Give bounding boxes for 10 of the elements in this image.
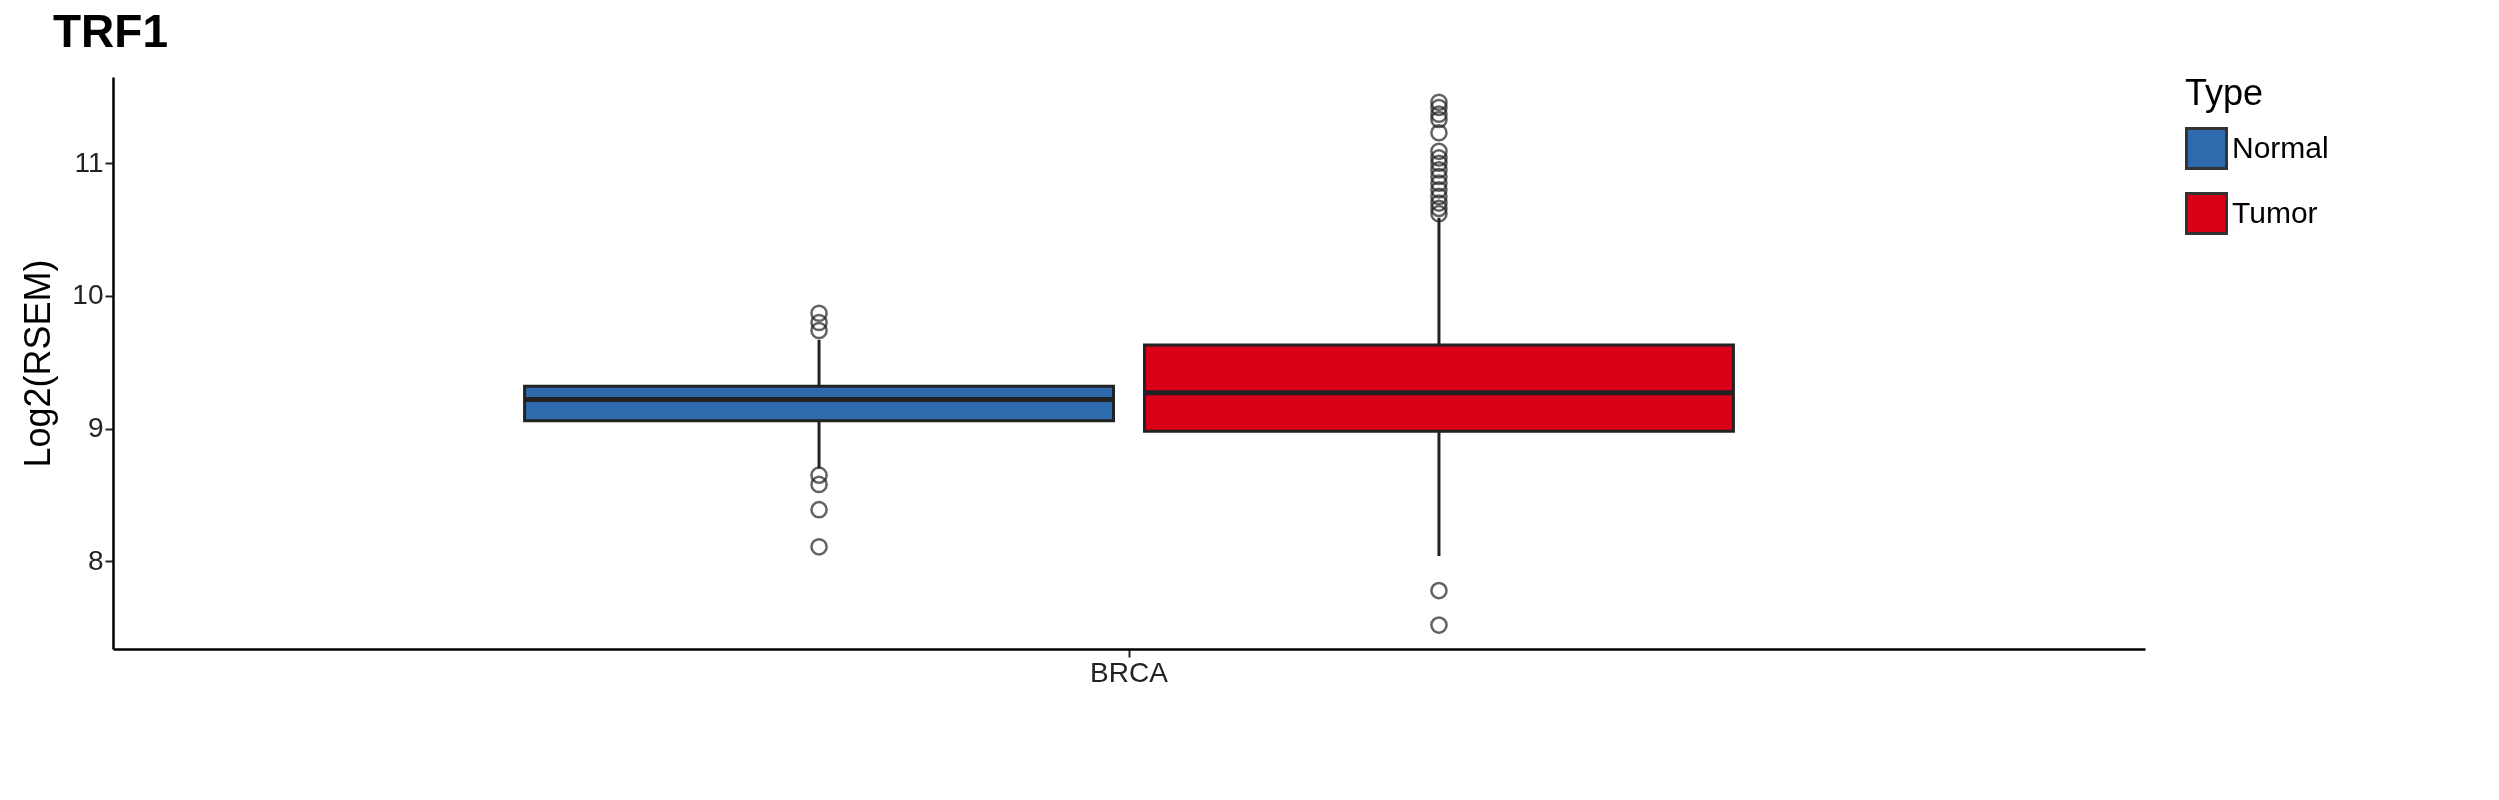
y-axis-title: Log2(RSEM) (17, 259, 59, 468)
y-tick-label: 11 (74, 146, 104, 178)
legend-label: Normal (2232, 130, 2329, 164)
y-tick-label: 10 (72, 279, 104, 311)
x-tick-label: BRCA (1090, 656, 1169, 688)
chart-title: TRF1 (53, 5, 168, 57)
y-tick-label: 9 (87, 412, 104, 444)
legend-title: Type (2185, 72, 2264, 113)
y-tick-label: 8 (87, 544, 104, 576)
legend-label: Tumor (2232, 195, 2318, 229)
